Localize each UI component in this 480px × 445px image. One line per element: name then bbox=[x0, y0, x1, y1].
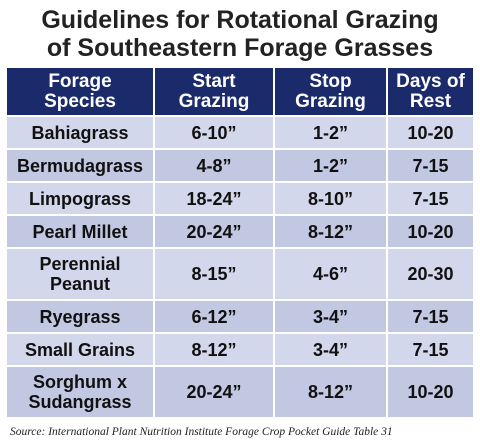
stop-grazing-cell: 8-12” bbox=[274, 215, 388, 249]
table-row: Sorghum x Sudangrass 20-24” 8-12” 10-20 bbox=[7, 366, 473, 419]
stop-grazing-cell: 3-4” bbox=[274, 333, 388, 367]
species-cell: Pearl Millet bbox=[7, 215, 155, 249]
days-of-rest-cell: 10-20 bbox=[387, 215, 473, 249]
table-row: Ryegrass 6-12” 3-4” 7-15 bbox=[7, 300, 473, 334]
stop-grazing-cell: 1-2” bbox=[274, 149, 388, 183]
species-cell: Ryegrass bbox=[7, 300, 155, 334]
page-title: Guidelines for Rotational Grazing of Sou… bbox=[0, 6, 480, 62]
source-citation: Source: International Plant Nutrition In… bbox=[10, 426, 393, 438]
days-of-rest-cell: 7-15 bbox=[387, 333, 473, 367]
table-row: Pearl Millet 20-24” 8-12” 10-20 bbox=[7, 215, 473, 249]
species-cell: Limpograss bbox=[7, 182, 155, 216]
header-forage-species: Forage Species bbox=[7, 68, 155, 117]
table-row: Small Grains 8-12” 3-4” 7-15 bbox=[7, 333, 473, 367]
table-row: Perennial Peanut 8-15” 4-6” 20-30 bbox=[7, 248, 473, 301]
species-cell: Perennial Peanut bbox=[7, 248, 155, 301]
start-grazing-cell: 20-24” bbox=[154, 215, 275, 249]
table-row: Bermudagrass 4-8” 1-2” 7-15 bbox=[7, 149, 473, 183]
species-cell: Bermudagrass bbox=[7, 149, 155, 183]
days-of-rest-cell: 10-20 bbox=[387, 116, 473, 150]
stop-grazing-cell: 3-4” bbox=[274, 300, 388, 334]
species-cell: Small Grains bbox=[7, 333, 155, 367]
start-grazing-cell: 20-24” bbox=[154, 366, 275, 419]
species-cell: Bahiagrass bbox=[7, 116, 155, 150]
days-of-rest-cell: 7-15 bbox=[387, 149, 473, 183]
header-start-grazing: Start Grazing bbox=[154, 68, 275, 117]
days-of-rest-cell: 7-15 bbox=[387, 300, 473, 334]
start-grazing-cell: 18-24” bbox=[154, 182, 275, 216]
stop-grazing-cell: 8-12” bbox=[274, 366, 388, 419]
header-stop-grazing: Stop Grazing bbox=[274, 68, 388, 117]
grazing-guidelines-table: Forage Species Start Grazing Stop Grazin… bbox=[7, 68, 473, 419]
start-grazing-cell: 6-12” bbox=[154, 300, 275, 334]
days-of-rest-cell: 7-15 bbox=[387, 182, 473, 216]
title-line-2: of Southeastern Forage Grasses bbox=[46, 34, 434, 62]
table-row: Bahiagrass 6-10” 1-2” 10-20 bbox=[7, 116, 473, 150]
stop-grazing-cell: 1-2” bbox=[274, 116, 388, 150]
stop-grazing-cell: 4-6” bbox=[274, 248, 388, 301]
table-row: Limpograss 18-24” 8-10” 7-15 bbox=[7, 182, 473, 216]
days-of-rest-cell: 10-20 bbox=[387, 366, 473, 419]
header-days-of-rest: Days of Rest bbox=[387, 68, 473, 117]
table-header-row: Forage Species Start Grazing Stop Grazin… bbox=[7, 68, 473, 117]
start-grazing-cell: 6-10” bbox=[154, 116, 275, 150]
title-line-1: Guidelines for Rotational Grazing bbox=[41, 6, 439, 34]
start-grazing-cell: 8-12” bbox=[154, 333, 275, 367]
stop-grazing-cell: 8-10” bbox=[274, 182, 388, 216]
start-grazing-cell: 4-8” bbox=[154, 149, 275, 183]
days-of-rest-cell: 20-30 bbox=[387, 248, 473, 301]
start-grazing-cell: 8-15” bbox=[154, 248, 275, 301]
species-cell: Sorghum x Sudangrass bbox=[7, 366, 155, 419]
